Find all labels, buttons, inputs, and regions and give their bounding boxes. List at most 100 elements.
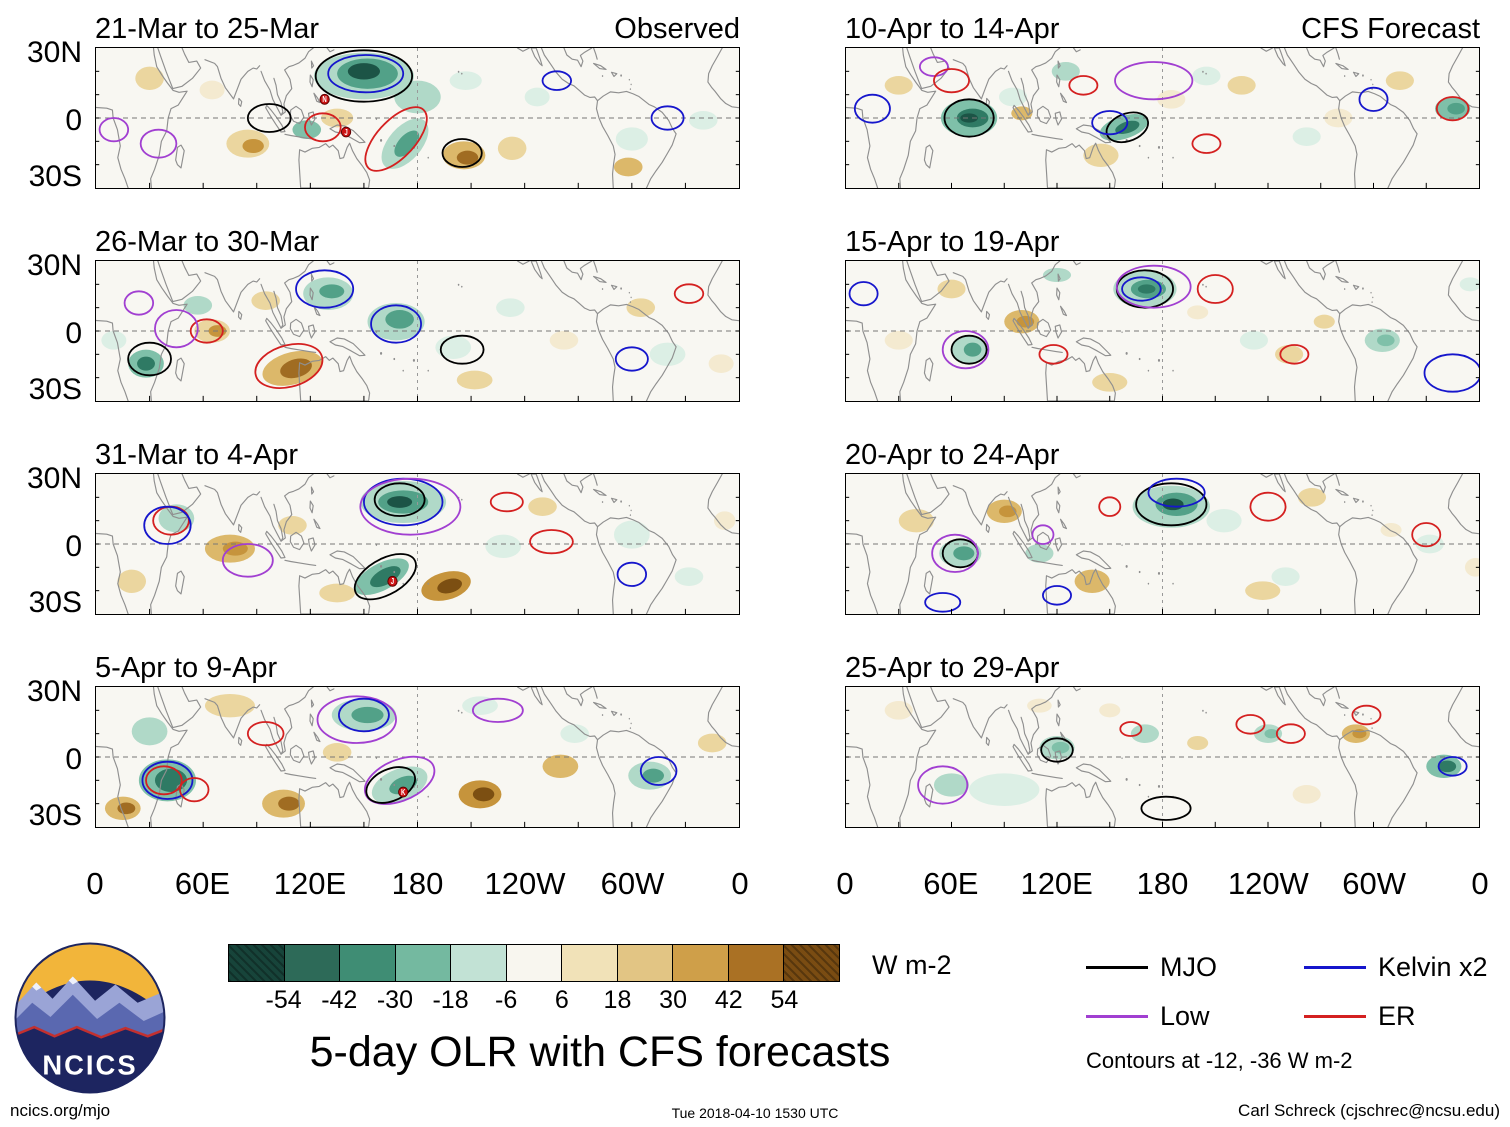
er-contour bbox=[1192, 134, 1220, 153]
coastline bbox=[1046, 143, 1116, 188]
coastline bbox=[330, 764, 365, 782]
x-axis-label: 0 bbox=[836, 866, 854, 901]
coastlines bbox=[846, 261, 1479, 401]
coastline bbox=[1336, 474, 1340, 485]
coastline bbox=[158, 687, 201, 728]
coastline bbox=[1448, 261, 1479, 321]
low-contour bbox=[920, 57, 948, 76]
x-axis-label: 180 bbox=[1136, 866, 1189, 901]
coastline bbox=[151, 687, 187, 827]
coastline bbox=[900, 261, 936, 401]
er-contour bbox=[1280, 345, 1308, 364]
island-dot bbox=[379, 352, 383, 355]
olr-blob bbox=[387, 496, 413, 508]
coastline bbox=[1058, 274, 1060, 281]
olr-blob bbox=[1011, 106, 1033, 121]
kelvin-contour bbox=[925, 593, 960, 612]
coastline bbox=[176, 784, 185, 807]
coastline bbox=[1274, 687, 1285, 705]
y-axis-label: 30S bbox=[28, 586, 82, 619]
island-dot bbox=[1202, 283, 1204, 286]
coastline bbox=[310, 288, 313, 300]
island-dot bbox=[427, 156, 429, 159]
observed-column: 21-Mar to 25-Mar Observed 30N 0 30S N J 26-Mar … bbox=[27, 8, 749, 904]
colorbar-tick: -18 bbox=[432, 986, 469, 1014]
low-contour bbox=[141, 130, 177, 158]
olr-blob bbox=[1377, 334, 1395, 347]
coastline bbox=[953, 273, 1007, 312]
olr-blob bbox=[183, 296, 213, 315]
island-dot bbox=[427, 582, 429, 585]
olr-blob bbox=[1187, 736, 1209, 750]
coastline bbox=[310, 501, 313, 513]
olr-anomaly-blobs bbox=[135, 52, 718, 177]
olr-blob bbox=[472, 787, 495, 802]
panel-observed-row2: 31-Mar to 4-Apr 30N 0 30S J bbox=[27, 434, 740, 619]
low-contour bbox=[943, 331, 989, 368]
olr-blob bbox=[963, 342, 982, 357]
olr-blob bbox=[347, 63, 380, 80]
legend: MJO Kelvin x2 Low ER Contours at -12, -36 W… bbox=[1086, 952, 1510, 1074]
island-dot bbox=[1370, 78, 1372, 81]
coastline bbox=[1013, 744, 1032, 771]
island-dot bbox=[1205, 711, 1207, 714]
island-dot bbox=[1362, 287, 1364, 290]
island-dot bbox=[630, 509, 632, 512]
coastline bbox=[176, 145, 185, 168]
colorbar-tick: 6 bbox=[554, 986, 569, 1014]
olr-blob bbox=[135, 66, 164, 90]
footer-url: ncics.org/mjo bbox=[10, 1101, 111, 1120]
coastline bbox=[1336, 63, 1348, 69]
map-frame: 30N 0 30S J bbox=[27, 462, 740, 619]
island-dot bbox=[1371, 727, 1373, 729]
olr-blob bbox=[960, 113, 978, 123]
coastline bbox=[96, 108, 128, 189]
coastline bbox=[285, 560, 316, 565]
coastline bbox=[1307, 474, 1334, 493]
coastline bbox=[1074, 474, 1081, 478]
olr-anomaly-blobs bbox=[101, 277, 734, 390]
low-contour bbox=[125, 291, 154, 314]
kelvin-contour bbox=[371, 305, 421, 342]
x-axis-label: 120E bbox=[273, 866, 347, 901]
er-contour bbox=[491, 493, 523, 512]
coastline bbox=[311, 61, 313, 68]
island-dot bbox=[1362, 500, 1364, 503]
island-dot bbox=[629, 727, 632, 729]
coastline bbox=[986, 524, 989, 532]
coastline bbox=[1307, 48, 1334, 67]
coastline bbox=[1340, 730, 1417, 827]
colorbar-tick: -54 bbox=[265, 986, 302, 1014]
olr-blob bbox=[1051, 741, 1070, 754]
panel-title-row: 5-Apr to 9-Apr bbox=[95, 647, 740, 683]
panel-observed-row1: 26-Mar to 30-Mar 30N 0 30S bbox=[27, 221, 740, 406]
low-contour bbox=[223, 544, 273, 577]
coastline bbox=[924, 145, 932, 168]
coastline bbox=[1448, 474, 1479, 534]
island-dot bbox=[1147, 582, 1150, 585]
island-dot bbox=[1121, 544, 1123, 546]
colorbar-tick-labels: -54 -42 -30 -18 -6 6 18 30 42 54 bbox=[228, 982, 840, 1014]
olr-blob bbox=[688, 111, 718, 130]
panel-title-row: 20-Apr to 24-Apr bbox=[845, 434, 1480, 470]
coastline bbox=[1336, 48, 1340, 59]
coastline bbox=[531, 48, 542, 66]
island-dot bbox=[402, 582, 404, 585]
wave-contours bbox=[142, 696, 676, 812]
map-frame bbox=[845, 47, 1480, 189]
coastline bbox=[1032, 773, 1062, 778]
coastline bbox=[96, 747, 128, 828]
storm-icon: J bbox=[341, 127, 350, 137]
olr-blob bbox=[1438, 760, 1457, 773]
coastline bbox=[1340, 517, 1417, 614]
island-dot bbox=[461, 285, 463, 288]
coastline bbox=[151, 48, 187, 188]
legend-label: MJO bbox=[1160, 952, 1217, 982]
coastline bbox=[327, 474, 334, 478]
island-dot bbox=[461, 711, 463, 714]
olr-blob bbox=[528, 497, 557, 516]
coastline bbox=[598, 517, 677, 614]
olr-blob bbox=[278, 516, 307, 535]
olr-blob bbox=[1227, 76, 1256, 95]
olr-blob bbox=[713, 511, 736, 530]
